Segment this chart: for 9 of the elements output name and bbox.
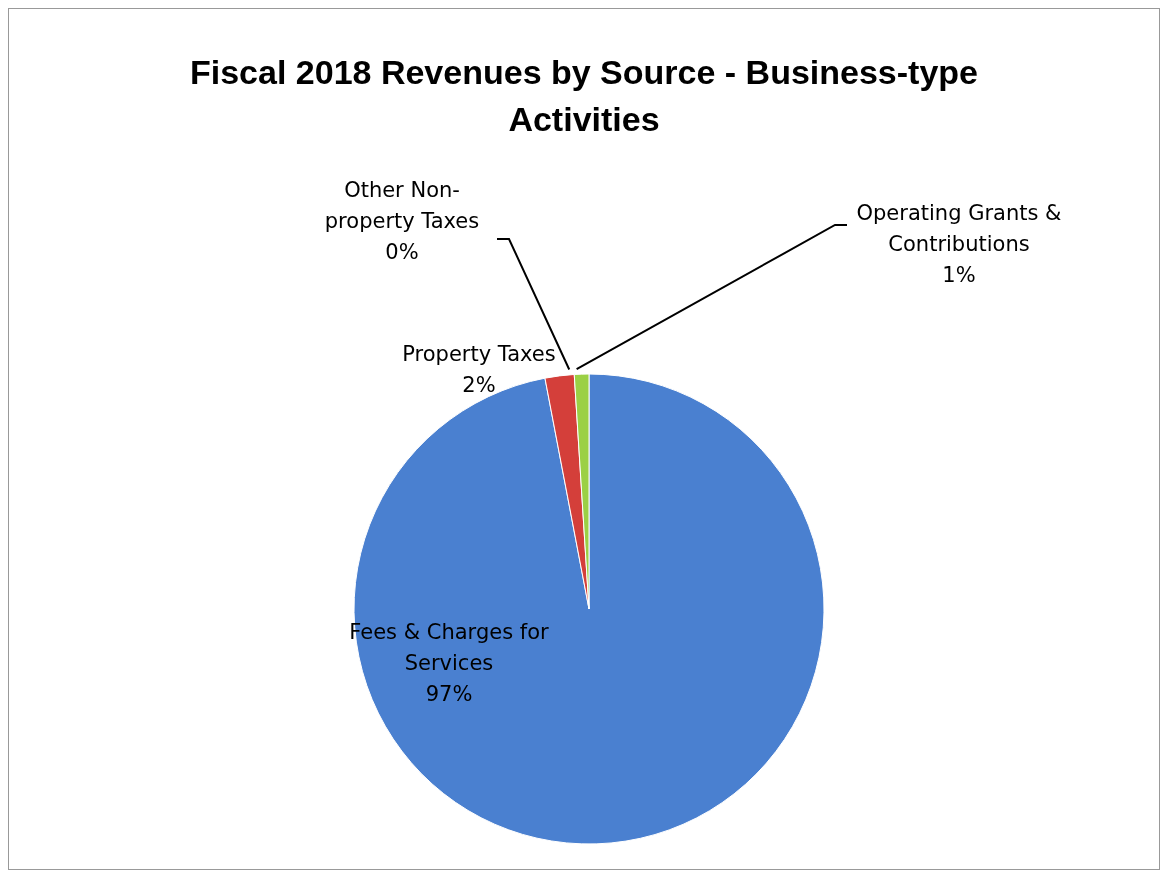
pie-slice bbox=[353, 373, 825, 845]
data-label: 97% bbox=[425, 682, 473, 706]
data-label: 2% bbox=[462, 373, 496, 397]
slice-label: Property Taxes bbox=[402, 342, 556, 366]
data-label: 1% bbox=[942, 263, 976, 287]
chart-title: Fiscal 2018 Revenues by Source - Business-type Activities bbox=[189, 53, 979, 138]
slice-label: Operating Grants & Contributions bbox=[856, 201, 1062, 256]
text: 0% bbox=[385, 240, 419, 264]
category-label: Other Non-property Taxes bbox=[324, 178, 480, 233]
